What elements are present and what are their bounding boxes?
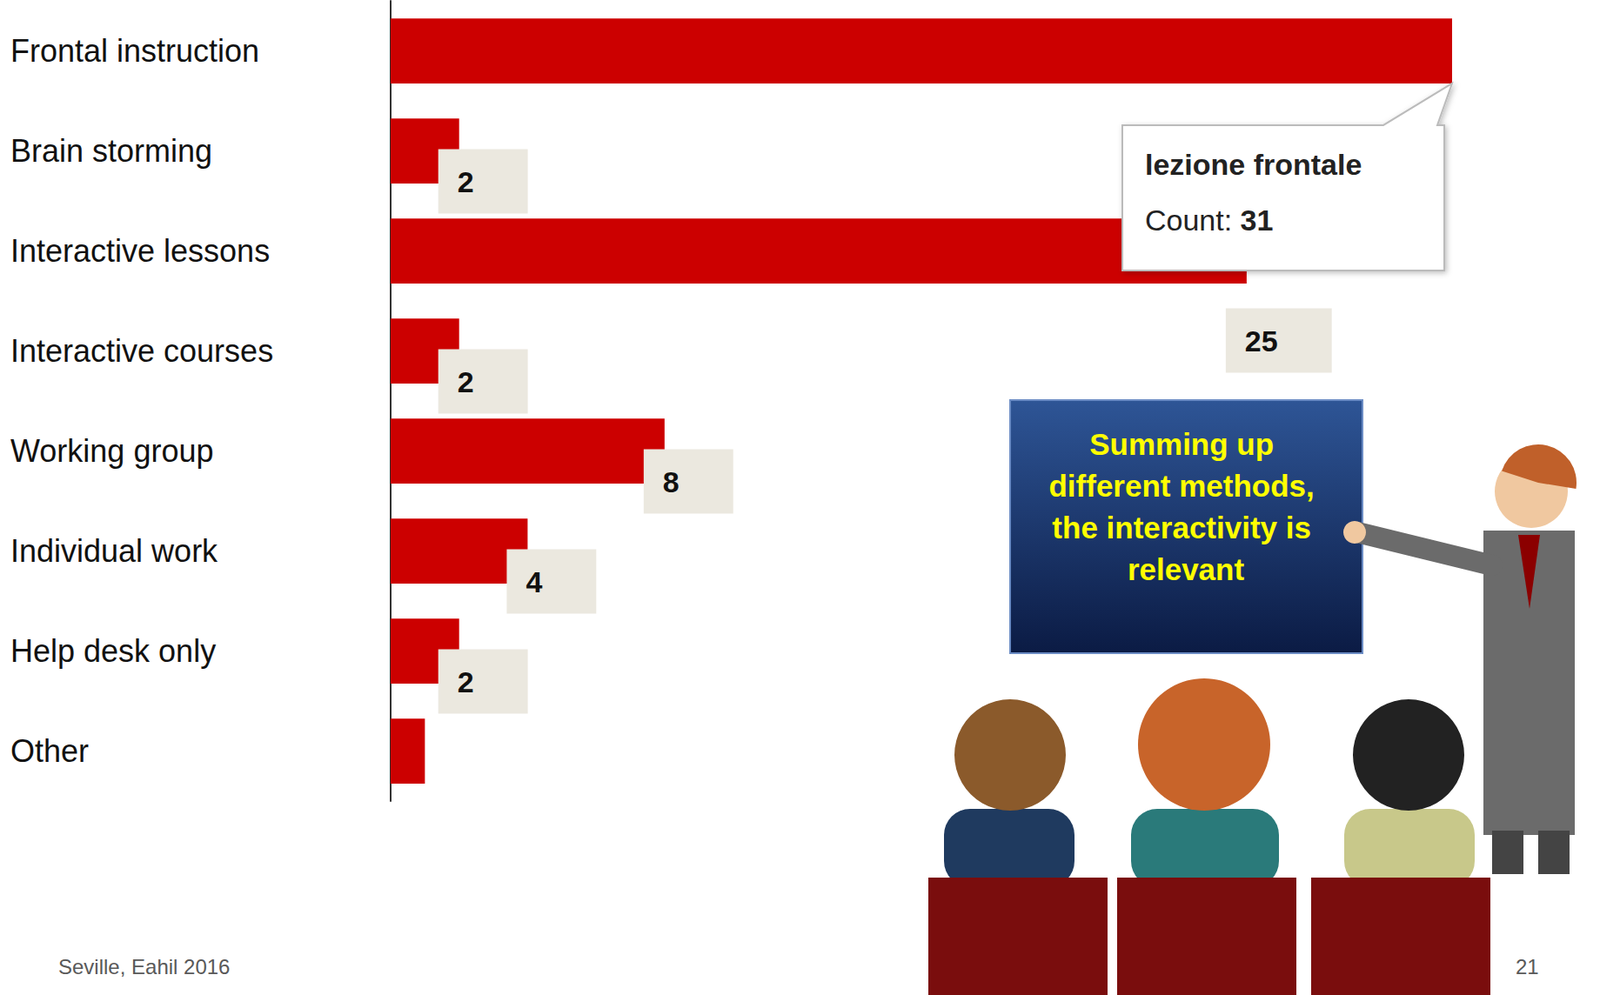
svg-text:8: 8 bbox=[662, 465, 680, 499]
svg-text:Summing up: Summing up bbox=[1089, 427, 1283, 462]
svg-text:2: 2 bbox=[457, 365, 475, 399]
svg-text:Interactive courses: Interactive courses bbox=[10, 333, 274, 369]
svg-text:31: 31 bbox=[1240, 203, 1274, 237]
svg-text:Seville, Eahil 2016: Seville, Eahil 2016 bbox=[58, 955, 230, 979]
svg-text:25: 25 bbox=[1245, 324, 1279, 358]
svg-text:Help desk only: Help desk only bbox=[10, 633, 216, 670]
svg-text:Working group: Working group bbox=[10, 433, 214, 469]
svg-text:relevant: relevant bbox=[1127, 552, 1246, 587]
svg-text:Interactive lessons: Interactive lessons bbox=[10, 233, 270, 269]
svg-text:Count:: Count: bbox=[1144, 203, 1241, 237]
svg-text:the interactivity is: the interactivity is bbox=[1051, 510, 1319, 545]
svg-text:Brain storming: Brain storming bbox=[10, 133, 213, 169]
svg-text:Frontal instruction: Frontal instruction bbox=[10, 33, 260, 69]
svg-text:lezione frontale: lezione frontale bbox=[1144, 147, 1362, 181]
svg-text:21: 21 bbox=[1515, 955, 1540, 979]
svg-text:different methods,: different methods, bbox=[1048, 468, 1323, 503]
svg-text:4: 4 bbox=[525, 565, 543, 599]
svg-text:Individual work: Individual work bbox=[10, 533, 219, 570]
svg-text:2: 2 bbox=[457, 165, 475, 199]
svg-text:2: 2 bbox=[457, 665, 475, 699]
svg-text:Other: Other bbox=[10, 733, 89, 770]
